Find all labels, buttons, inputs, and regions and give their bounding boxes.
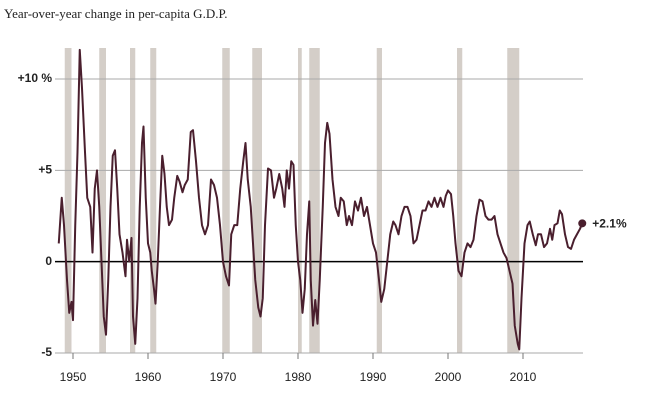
x-tick-label: 1960 bbox=[135, 370, 162, 384]
recession-band bbox=[150, 48, 157, 353]
recession-band bbox=[130, 48, 136, 353]
data-line bbox=[57, 48, 584, 351]
y-tick-label: +5 bbox=[38, 163, 52, 177]
recession-band bbox=[64, 48, 72, 353]
x-tick-label: 1970 bbox=[210, 370, 237, 384]
recession-band bbox=[222, 48, 230, 353]
recession-band bbox=[309, 48, 320, 353]
x-tick-label: 2010 bbox=[510, 370, 537, 384]
x-tick-label: 1990 bbox=[360, 370, 387, 384]
end-label: +2.1% bbox=[592, 217, 627, 231]
y-tick-label: +10 % bbox=[18, 71, 53, 85]
recession-band bbox=[457, 48, 463, 353]
y-tick-label: -5 bbox=[41, 345, 52, 359]
recession-band bbox=[252, 48, 262, 353]
chart-title: Year-over-year change in per-capita G.D.… bbox=[4, 6, 228, 21]
y-tick-label: 0 bbox=[45, 254, 52, 268]
end-point bbox=[578, 219, 587, 228]
x-tick-label: 1950 bbox=[60, 370, 87, 384]
recession-band bbox=[298, 48, 302, 353]
x-tick-label: 2000 bbox=[435, 370, 462, 384]
x-tick-label: 1980 bbox=[285, 370, 312, 384]
recession-band bbox=[99, 48, 106, 353]
recession-band bbox=[376, 48, 382, 353]
